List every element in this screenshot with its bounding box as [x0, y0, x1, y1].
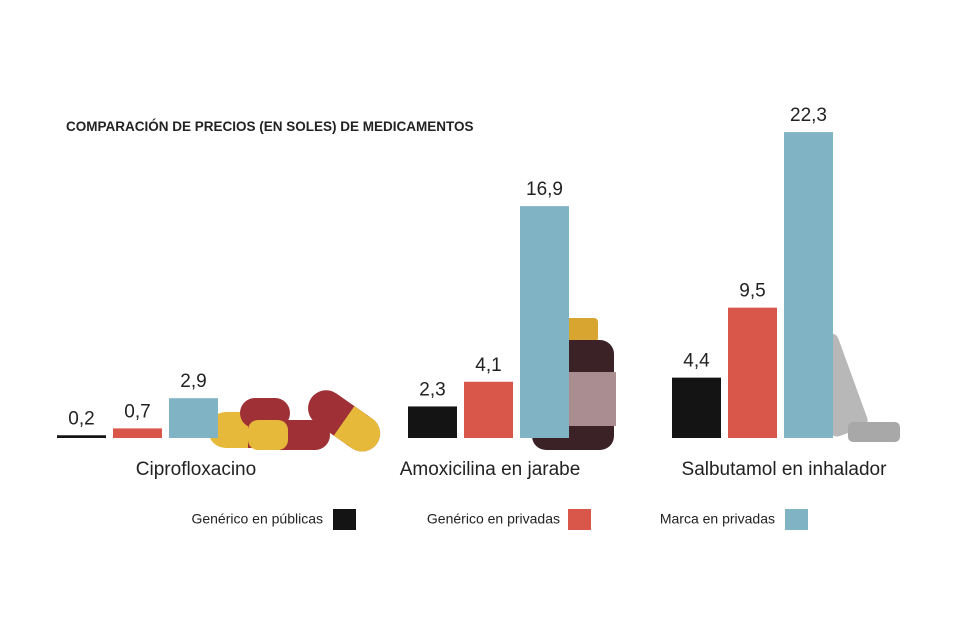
category-label: Ciprofloxacino	[136, 459, 256, 480]
value-label: 4,4	[683, 351, 710, 372]
bar	[113, 428, 162, 438]
value-label: 2,9	[180, 371, 206, 392]
bar	[464, 381, 513, 438]
pills-illustration	[208, 390, 381, 452]
value-label: 0,7	[124, 401, 150, 422]
bar	[520, 206, 569, 438]
bar	[728, 307, 777, 438]
legend-label: Genérico en públicas	[191, 511, 323, 527]
value-label: 2,3	[419, 379, 445, 400]
legend-swatch	[333, 509, 356, 530]
legend-label: Genérico en privadas	[427, 511, 560, 527]
value-label: 9,5	[739, 281, 765, 302]
bar	[408, 406, 457, 438]
bar	[57, 435, 106, 438]
legend-swatch	[785, 509, 808, 530]
legend-swatch	[568, 509, 591, 530]
value-label: 16,9	[526, 179, 563, 200]
category-label: Salbutamol en inhalador	[682, 459, 888, 480]
value-label: 4,1	[475, 355, 501, 376]
value-label: 22,3	[790, 105, 827, 126]
bar	[784, 132, 833, 438]
bar	[169, 398, 218, 438]
value-label: 0,2	[68, 408, 94, 429]
legend-label: Marca en privadas	[660, 511, 775, 527]
chart-title: COMPARACIÓN DE PRECIOS (EN SOLES) DE MED…	[66, 119, 474, 134]
bar	[672, 377, 721, 438]
category-label: Amoxicilina en jarabe	[400, 459, 581, 480]
